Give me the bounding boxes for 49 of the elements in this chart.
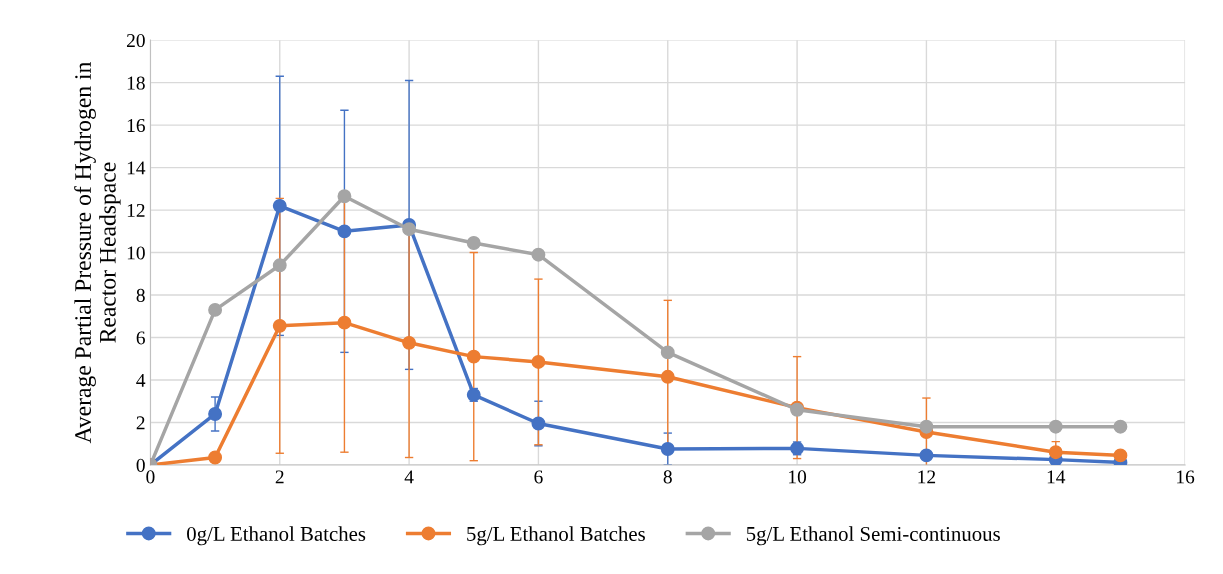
point [1113,419,1128,434]
point [531,416,546,431]
y-tick-label: 16 [127,119,145,133]
point [531,247,546,262]
point [402,335,417,350]
point [402,222,417,237]
point [208,450,223,465]
x-tick-label: 6 [534,470,543,484]
y-tick-label: 8 [136,288,145,302]
y-tick-label: 12 [127,203,145,217]
legend-label: 0g/L Ethanol Batches [187,526,366,546]
point [1113,448,1128,463]
point [272,198,287,213]
point [272,318,287,333]
point [208,302,223,317]
x-tick-label: 12 [918,470,936,484]
x-tick-label: 8 [663,470,672,484]
point [466,236,481,250]
point [660,369,675,384]
y-tick-label: 20 [126,34,145,48]
x-tick-label: 2 [275,470,284,484]
point [466,349,481,364]
point [1048,419,1063,434]
point [919,419,934,434]
x-tick-label: 16 [1177,470,1195,484]
point [1048,445,1063,460]
x-tick-label: 4 [404,470,414,484]
point [337,189,352,204]
x-tick-label: 10 [789,470,807,484]
point [531,354,546,369]
y-tick-label: 0 [136,458,145,472]
point [337,224,352,239]
point [660,345,675,360]
y-tick-label: 14 [127,161,146,175]
legend-label: 5g/L Ethanol Semi-continuous [746,526,1000,546]
x-tick-label: 0 [146,470,155,484]
y-tick-label: 4 [136,373,146,387]
y-tick-label: 10 [127,246,145,260]
point [337,315,352,330]
legend-label: 5g/L Ethanol Batches [467,526,645,546]
x-tick-label: 14 [1047,470,1066,484]
point [660,442,675,456]
y-tick-label: 2 [136,416,145,430]
point [208,407,223,421]
y-axis-title: Average Partial Pressure of Hydrogen in Reactor Headspace [74,62,121,444]
point [919,448,934,463]
y-tick-label: 18 [127,76,145,90]
y-tick-label: 6 [136,331,145,345]
point [272,258,287,273]
